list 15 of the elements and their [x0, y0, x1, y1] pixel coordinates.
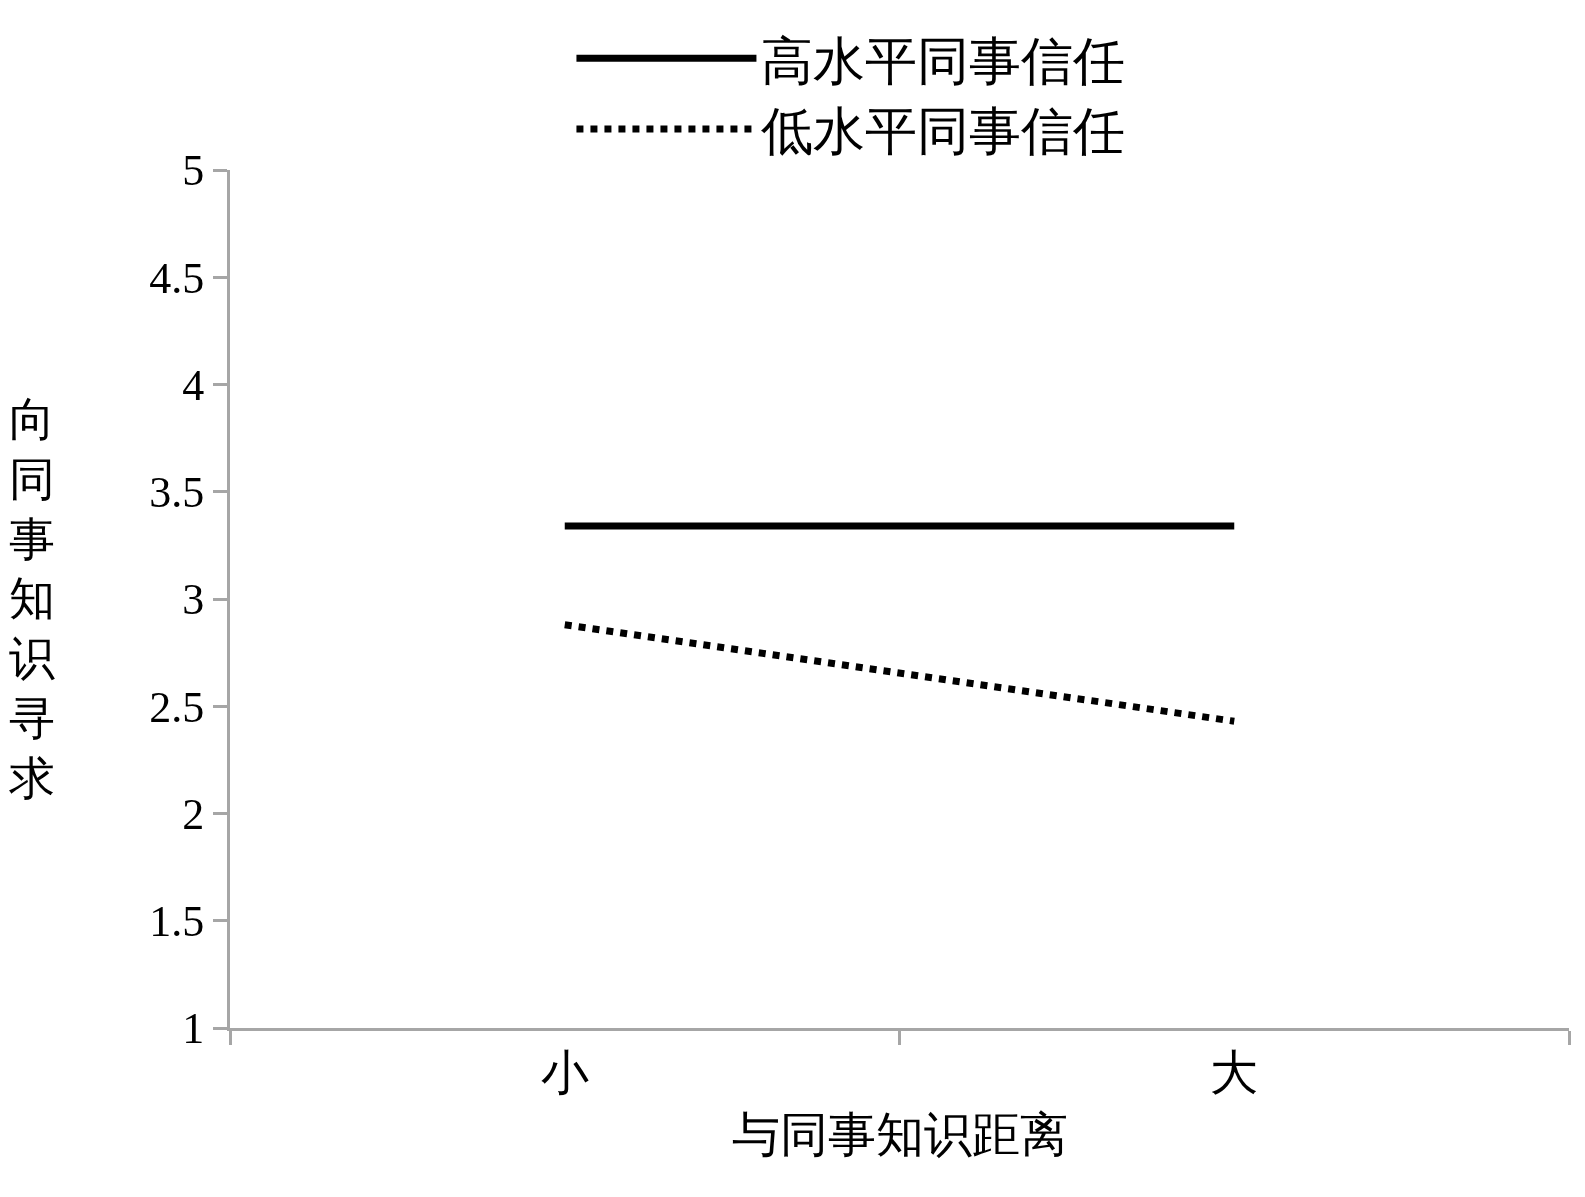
x-tick-label: 小	[540, 1045, 589, 1099]
y-tick-label: 3	[182, 575, 205, 625]
y-tick-label: 2.5	[149, 682, 205, 732]
y-tick-label: 1.5	[149, 897, 205, 947]
y-tick-label: 5	[182, 146, 205, 196]
y-tick-label: 3.5	[149, 468, 205, 518]
x-tick-label: 大	[1210, 1045, 1259, 1099]
y-tick-label: 4.5	[149, 253, 205, 303]
y-tick-label: 1	[182, 1004, 205, 1054]
y-tick-label: 4	[182, 360, 205, 410]
legend-label: 低水平同事信任	[761, 103, 1126, 161]
y-axis-title: 向同事知识寻求	[9, 394, 55, 804]
x-axis-title: 与同事知识距离	[731, 1107, 1068, 1161]
legend-label: 高水平同事信任	[761, 32, 1126, 90]
y-tick-label: 2	[182, 789, 205, 839]
